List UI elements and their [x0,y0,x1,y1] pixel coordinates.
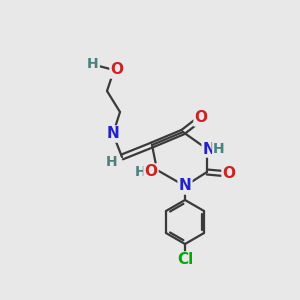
Text: N: N [202,142,215,157]
Text: O: O [194,110,208,125]
Text: N: N [106,127,119,142]
Text: O: O [223,167,236,182]
Text: H: H [135,165,147,179]
Text: H: H [213,142,225,156]
Text: O: O [145,164,158,179]
Text: O: O [110,62,124,77]
Text: Cl: Cl [177,253,193,268]
Text: H: H [106,155,118,169]
Text: H: H [87,57,99,71]
Text: N: N [178,178,191,194]
